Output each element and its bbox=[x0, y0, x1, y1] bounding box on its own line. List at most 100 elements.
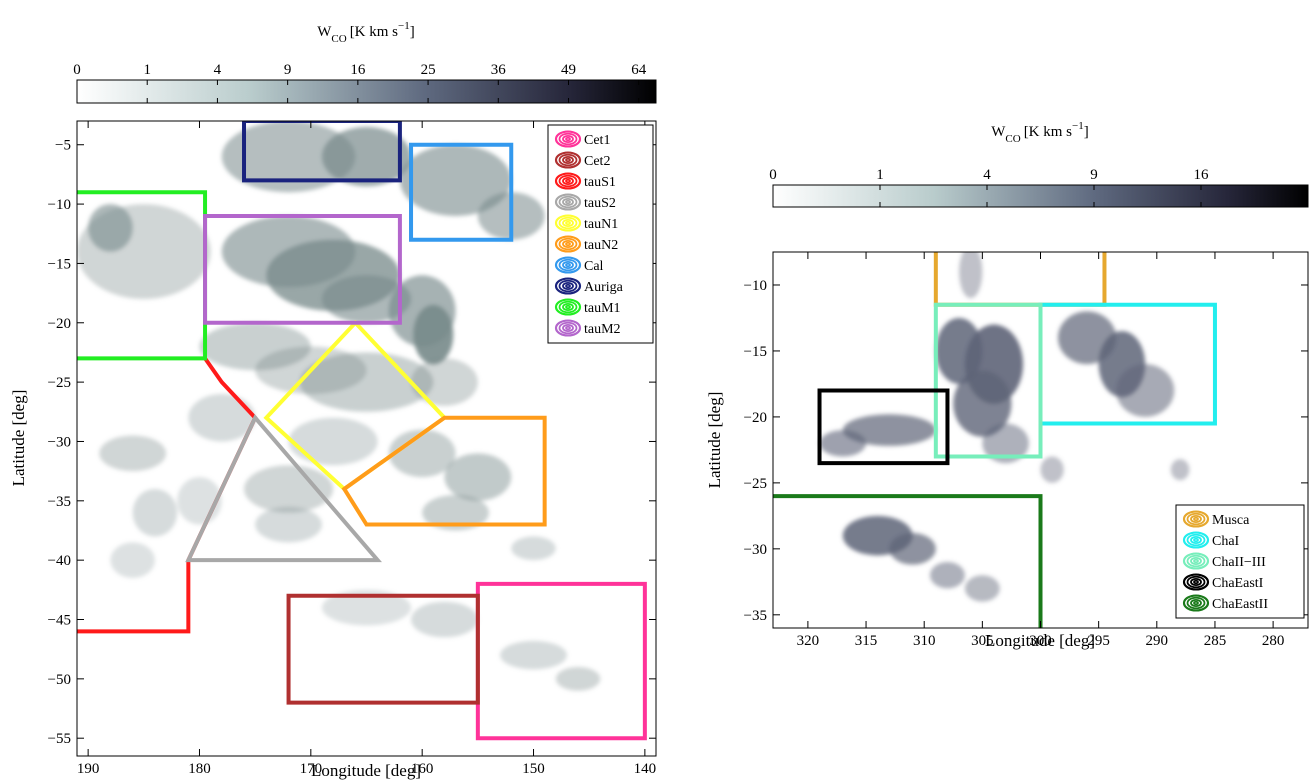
colorbar-ticks-right bbox=[772, 185, 1202, 207]
legend-symbol-cet1 bbox=[554, 130, 582, 148]
legend-symbol-chai bbox=[1182, 531, 1210, 549]
legend-entry-cet2: Cet2 bbox=[584, 154, 610, 169]
y-tick-label: −35 bbox=[48, 494, 71, 510]
co-cloud bbox=[555, 666, 601, 691]
y-tick-labels-left: −5 −10 −15 −20 −25 −30 −35 −40 −45 −50 −55 bbox=[48, 138, 71, 747]
region-auriga bbox=[242, 121, 402, 183]
legend-symbol-taum2 bbox=[554, 319, 582, 337]
legend-symbol-chaeastii bbox=[1186, 596, 1206, 610]
x-tick-labels-left: 190 180 170 160 150 140 bbox=[77, 761, 656, 777]
co-cloud bbox=[1040, 456, 1064, 483]
legend-symbol-chaii-iii bbox=[1190, 557, 1202, 566]
co-cloud bbox=[953, 370, 1012, 437]
region-chaeasti bbox=[817, 388, 950, 466]
legend-symbol-cal bbox=[565, 262, 571, 268]
colorbar-right bbox=[772, 184, 1309, 208]
legend-entry-chaeastii: ChaEastII bbox=[1212, 597, 1268, 612]
legend-left: Cet1 Cet2 tauS1 tauS2 tauN1 tauN2 Cal Auriga tau… bbox=[547, 124, 654, 344]
y-tick-label: −55 bbox=[48, 731, 71, 747]
legend-symbol-cal bbox=[558, 258, 578, 272]
region-chaii-iii bbox=[933, 302, 1043, 459]
co-cloud bbox=[288, 417, 378, 466]
y-tick-label: −20 bbox=[744, 410, 767, 426]
y-axis-label-right: Latitude [deg] bbox=[705, 392, 724, 489]
legend-symbol-taum1 bbox=[562, 302, 574, 311]
region-taum2 bbox=[203, 213, 402, 325]
legend-entry-taum1: tauM1 bbox=[584, 301, 621, 316]
co-cloud bbox=[930, 562, 965, 589]
co-cloud bbox=[244, 465, 334, 513]
legend-symbol-taum2 bbox=[565, 325, 571, 331]
colorbar-label-right: WCO [K km s−1] bbox=[991, 120, 1089, 145]
co-cloud bbox=[411, 601, 478, 638]
co-cloud bbox=[1170, 459, 1190, 481]
co-cloud bbox=[399, 144, 512, 216]
colorbar-tick-label: 0 bbox=[73, 62, 81, 78]
x-tick-label: 140 bbox=[634, 761, 657, 777]
x-tick-label: 320 bbox=[797, 633, 820, 649]
colorbar-tick-label: 9 bbox=[1090, 167, 1098, 183]
legend-symbol-cet2 bbox=[558, 153, 578, 167]
co-cloud bbox=[889, 533, 936, 565]
legend-symbol-cal bbox=[562, 260, 574, 269]
x-tick-label: 150 bbox=[522, 761, 545, 777]
y-tick-label: −45 bbox=[48, 613, 71, 629]
legend-symbol-taus1 bbox=[562, 176, 574, 185]
legend-symbol-taun2 bbox=[554, 235, 582, 253]
legend-entry-cal: Cal bbox=[584, 259, 604, 274]
co-cloud bbox=[255, 506, 322, 543]
legend-symbol-musca bbox=[1186, 512, 1206, 526]
legend-symbol-taun1 bbox=[554, 214, 582, 232]
legend-symbol-taun1 bbox=[562, 218, 574, 227]
legend-symbol-chaeasti bbox=[1186, 575, 1206, 589]
legend-symbol-auriga bbox=[554, 277, 582, 295]
legend-entry-cet1: Cet1 bbox=[584, 133, 610, 148]
legend-symbol-auriga bbox=[562, 281, 574, 290]
legend-symbol-auriga bbox=[558, 279, 578, 293]
y-tick-label: −50 bbox=[48, 672, 71, 688]
x-tick-label: 295 bbox=[1087, 633, 1110, 649]
colorbar-tick-label: 36 bbox=[491, 62, 507, 78]
colorbar-tick-labels-right: 0 1 4 9 16 bbox=[769, 167, 1209, 183]
y-tick-label: −15 bbox=[744, 344, 767, 360]
x-axis-label-left: Longitude [deg] bbox=[311, 761, 421, 780]
legend-symbol-cet1 bbox=[562, 134, 574, 143]
legend-symbol-taum2 bbox=[558, 321, 578, 335]
legend-entry-taun2: tauN2 bbox=[584, 238, 618, 253]
colorbar-tick-label: 1 bbox=[143, 62, 151, 78]
legend-symbol-taus2 bbox=[558, 195, 578, 209]
co-cloud bbox=[819, 430, 867, 457]
y-tick-label: −30 bbox=[48, 434, 71, 450]
co-cloud bbox=[1116, 364, 1175, 417]
legend-entry-auriga: Auriga bbox=[584, 280, 624, 295]
y-tick-label: −30 bbox=[744, 542, 767, 558]
legend-symbol-taun1 bbox=[558, 216, 578, 230]
x-tick-label: 180 bbox=[188, 761, 211, 777]
colorbar-left bbox=[76, 79, 657, 104]
legend-symbol-chaeastii bbox=[1193, 600, 1199, 606]
colorbar-tick-label: 0 bbox=[769, 167, 777, 183]
legend-symbol-chaeasti bbox=[1193, 579, 1199, 585]
co-cloud bbox=[321, 589, 412, 626]
legend-symbol-taun2 bbox=[558, 237, 578, 251]
x-tick-label: 315 bbox=[855, 633, 878, 649]
x-tick-label: 190 bbox=[77, 761, 100, 777]
co-cloud bbox=[299, 352, 434, 412]
legend-symbol-chaii-iii bbox=[1182, 552, 1210, 570]
colorbar-tick-label: 9 bbox=[284, 62, 292, 78]
legend-symbol-taus2 bbox=[562, 197, 574, 206]
y-tick-label: −20 bbox=[48, 316, 71, 332]
colorbar-tick-labels-left: 0 1 4 9 16 25 36 49 64 bbox=[73, 62, 646, 78]
legend-symbol-cet1 bbox=[565, 136, 571, 142]
legend-entry-taus1: tauS1 bbox=[584, 175, 616, 190]
region-taun2 bbox=[341, 415, 547, 527]
right-map-panel: WCO [K km s−1] 0 1 4 9 16 320 315 310 305 300 295 2… bbox=[705, 120, 1309, 650]
legend-entry-chai: ChaI bbox=[1212, 534, 1240, 549]
colorbar-tick-label: 4 bbox=[983, 167, 991, 183]
legend-entry-chaii-iii: ChaII−III bbox=[1212, 555, 1266, 570]
co-cloud bbox=[321, 126, 412, 187]
region-taus2 bbox=[185, 414, 382, 563]
y-tick-label: −40 bbox=[48, 553, 71, 569]
co-cloud bbox=[511, 536, 556, 561]
x-tick-label: 290 bbox=[1146, 633, 1169, 649]
